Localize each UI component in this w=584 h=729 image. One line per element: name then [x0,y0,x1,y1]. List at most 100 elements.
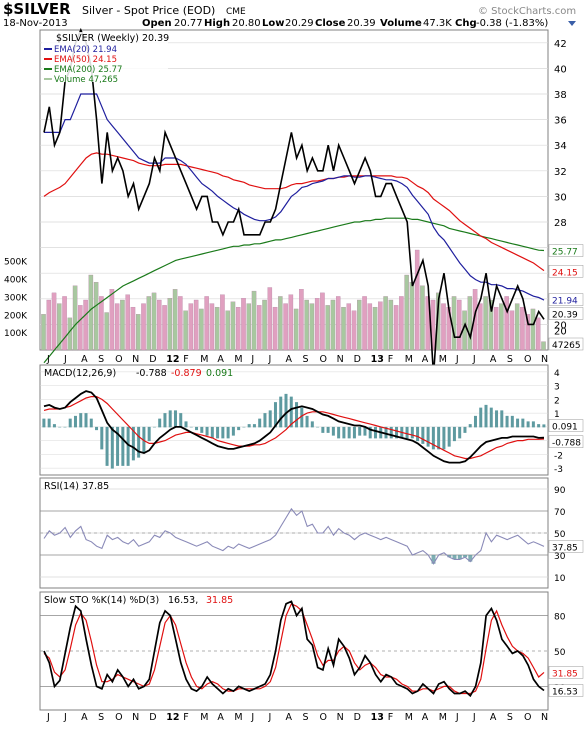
macd-histogram-bar [179,413,183,428]
sto-k-line [43,600,545,698]
legend-title: $SILVER (Weekly) 20.39 [56,33,169,44]
macd-histogram-bar [384,426,388,439]
date-label: 18-Nov-2013 [3,18,68,29]
volume-bar [209,303,215,351]
volume-bar [509,310,515,351]
marker-macd-hist: 0.091 [552,423,578,433]
macd-histogram-bar [537,424,541,428]
macd-histogram-bar [489,407,493,428]
x-axis-label-bottom: 13 [371,712,384,723]
volume-bar [114,303,120,351]
macd-title: MACD(12,26,9) [44,368,116,379]
macd-histogram-bar [452,426,456,442]
macd-histogram-bar [289,396,293,428]
volume-bar [130,306,136,351]
marker-sto-d: 31.85 [552,669,578,679]
volume-bar [488,299,494,351]
macd-histogram-bar [84,413,88,428]
legend-box [42,32,168,82]
x-axis-label: O [524,354,531,365]
marker-close-box [548,307,584,320]
volume-bar [99,296,104,351]
macd-histogram-bar [484,404,488,428]
volume-bar [235,306,241,351]
macd-histogram-bar [152,426,156,428]
macd-histogram-bar [184,421,188,428]
volume-bar [225,310,230,351]
chg-label: Chg [455,18,477,29]
open-label: Open [142,18,172,29]
x-axis-label-bottom: M [234,712,242,723]
macd-line [43,390,545,464]
x-axis-label: M [200,354,208,365]
macd-histogram-bar [279,396,283,428]
macd-histogram-bar [173,410,177,428]
volume-bar [335,296,341,351]
volume-bar [541,341,546,351]
volume-bar [520,306,525,351]
volume-bar [257,305,262,351]
macd-histogram-bar [231,426,235,436]
marker-volume: 47265 [552,341,581,351]
volume-bar [251,290,257,351]
macd-histogram-bar [89,418,93,428]
macd-histogram-bar [447,426,451,447]
marker-volume-box [548,337,584,351]
macd-histogram-bar [479,407,483,428]
volume-bar [146,296,152,351]
macd-histogram-bar [516,418,520,428]
macd-histogram-bar [95,426,99,431]
volume-bar [320,292,325,351]
macd-histogram-bar [405,426,409,439]
rsi-tick-label: 70 [554,508,566,518]
x-axis-label: S [507,354,513,365]
sto-tick-label: 80 [554,613,566,623]
macd-histogram-bar [321,426,325,433]
x-axis-label-bottom: D [149,712,156,723]
x-axis-label-bottom: A [422,712,429,723]
x-axis-label-bottom: J [267,712,271,723]
price-tick-label: 32 [554,167,567,178]
x-axis-label-bottom: J [46,712,50,723]
x-axis-label: D [354,354,361,365]
ema20-line [44,93,545,301]
volume-tick-label: 400K [4,276,28,286]
volume-bar [525,314,530,351]
x-axis-label: F [388,354,393,365]
volume-tick-label: 100K [4,329,28,339]
x-axis-label: J [267,354,271,365]
macd-tick-label: -2 [554,451,563,461]
volume-bar [193,299,199,351]
price-tick-label: 40 [554,64,567,75]
volume-bar [93,281,99,351]
x-axis-label-bottom: S [98,712,104,723]
x-axis-label-bottom: J [63,712,67,723]
macd-histogram-bar [200,426,204,433]
sto-d-value: 31.85 [206,595,233,606]
macd-histogram-bar [263,413,267,428]
marker-ema20-box [548,293,584,306]
x-axis-label-bottom: N [132,712,139,723]
rsi-tick-label: 30 [554,552,566,562]
rsi-title: RSI(14) 37.85 [44,481,109,492]
macd-histogram-bar [421,426,425,444]
macd-histogram-bar [116,426,120,466]
volume-bar [362,296,367,351]
macd-histogram-bar [300,407,304,428]
volume-bar [304,299,309,351]
volume-bar [420,285,425,351]
sto-k-value: 16.53, [168,595,198,606]
volume-bar [167,298,173,351]
macd-histogram-bar [542,424,546,428]
volume-bar [451,296,457,351]
volume-bar [125,294,130,351]
x-axis-label: N [132,354,139,365]
volume-bar [183,310,188,351]
x-axis-label-bottom: A [285,712,292,723]
price-tick-label: 42 [554,39,567,50]
macd-histogram-bar [316,426,320,428]
x-axis-label: N [337,354,344,365]
marker-rsi-box [548,540,584,553]
volume-bar [62,296,67,351]
volume-bar [188,303,194,351]
